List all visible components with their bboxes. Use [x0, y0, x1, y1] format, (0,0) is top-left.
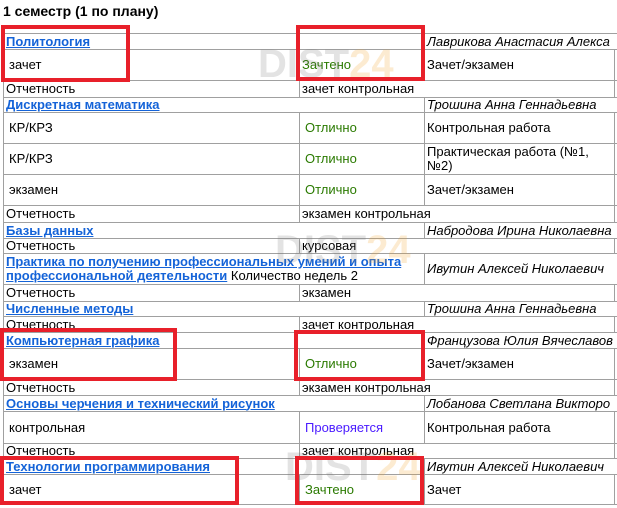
subject-link[interactable]: Политология [6, 33, 91, 49]
grades-table: Политология Лаврикова Анастасия Алекса за… [2, 33, 617, 505]
work-type: зачет [3, 49, 300, 81]
work-type: экзамен [3, 174, 300, 206]
report-row: Отчетность курсовая [3, 238, 617, 254]
report-value: экзамен контрольная [298, 205, 616, 223]
grade: Отлично [298, 174, 426, 206]
grade: Зачтено [298, 49, 426, 81]
work-form: Практическая работа (№1, №2) [424, 143, 616, 175]
grade: Зачтено [298, 474, 426, 505]
weeks-count: Количество недель 2 [230, 268, 359, 283]
report-row: Отчетность зачет контрольная [3, 443, 617, 459]
work-row: зачет Зачтено Зачет/экзамен [3, 49, 617, 81]
grade: Проверяется [298, 411, 426, 444]
report-value: экзамен контрольная [298, 379, 616, 396]
subject-link[interactable]: Компьютерная графика [6, 332, 160, 348]
report-row: Отчетность экзамен [3, 284, 617, 302]
subject-link[interactable]: Технологии программирования [6, 458, 210, 474]
subject-row: Компьютерная графика Французова Юлия Вяче… [2, 332, 617, 349]
work-form: Зачет/экзамен [424, 348, 616, 380]
report-label: Отчетность [3, 443, 300, 459]
subject-row: Основы черчения и технический рисунок Лоб… [2, 395, 617, 412]
semester-title: 1 семестр (1 по плану) [3, 3, 159, 19]
work-type: экзамен [3, 348, 300, 380]
subject-row: Численные методы Трошина Анна Геннадьевна [2, 301, 617, 317]
work-row: зачет Зачтено Зачет [3, 474, 617, 505]
report-row: Отчетность экзамен контрольная [3, 205, 617, 223]
work-row: контрольная Проверяется Контрольная работа [3, 411, 617, 444]
report-label: Отчетность [3, 205, 300, 223]
work-type: КР/КРЗ [3, 143, 300, 175]
subject-row: Политология Лаврикова Анастасия Алекса [2, 33, 617, 50]
subject-row: Технологии программирования Ивутин Алексе… [2, 458, 617, 475]
work-type: контрольная [3, 411, 300, 444]
work-form: Контрольная работа [424, 112, 616, 144]
work-row: экзамен Отлично Зачет/экзамен [3, 174, 617, 206]
report-label: Отчетность [3, 316, 300, 333]
report-label: Отчетность [3, 379, 300, 396]
report-value: зачет контрольная [298, 443, 616, 459]
report-label: Отчетность [3, 80, 300, 98]
report-value: курсовая [298, 238, 616, 254]
work-type: КР/КРЗ [3, 112, 300, 144]
report-row: Отчетность экзамен контрольная [3, 379, 617, 396]
report-value: зачет контрольная [298, 80, 616, 98]
subject-row: Базы данных Набродова Ирина Николаевна [2, 222, 617, 239]
grade: Отлично [298, 143, 426, 175]
grade: Отлично [298, 348, 426, 380]
teacher: Ивутин Алексей Николаевич [424, 458, 617, 475]
teacher: Французова Юлия Вячеславов [424, 332, 617, 349]
subject-row: Практика по получению профессиональных у… [2, 253, 617, 285]
report-row: Отчетность зачет контрольная [3, 316, 617, 333]
work-form: Контрольная работа [424, 411, 616, 444]
report-label: Отчетность [3, 284, 300, 302]
subject-link[interactable]: Численные методы [6, 301, 134, 316]
work-row: экзамен Отлично Зачет/экзамен [3, 348, 617, 380]
report-value: экзамен [298, 284, 616, 302]
subject-link[interactable]: Основы черчения и технический рисунок [6, 395, 275, 411]
report-label: Отчетность [3, 238, 300, 254]
work-type: зачет [3, 474, 300, 505]
work-form: Зачет [424, 474, 616, 505]
report-row: Отчетность зачет контрольная [3, 80, 617, 98]
work-form: Зачет/экзамен [424, 174, 616, 206]
teacher: Ивутин Алексей Николаевич [424, 253, 617, 285]
teacher: Лобанова Светлана Викторо [424, 395, 617, 412]
teacher: Набродова Ирина Николаевна [424, 222, 617, 239]
teacher: Лаврикова Анастасия Алекса [424, 33, 617, 50]
subject-link[interactable]: Базы данных [6, 222, 94, 238]
subject-row: Дискретная математика Трошина Анна Геннад… [2, 97, 617, 113]
subject-link[interactable]: Практика по получению профессиональных у… [6, 254, 402, 283]
work-form: Зачет/экзамен [424, 49, 616, 81]
subject-link[interactable]: Дискретная математика [6, 97, 160, 112]
work-row: КР/КРЗ Отлично Контрольная работа [3, 112, 617, 144]
teacher: Трошина Анна Геннадьевна [424, 97, 617, 113]
teacher: Трошина Анна Геннадьевна [424, 301, 617, 317]
report-value: зачет контрольная [298, 316, 616, 333]
work-row: КР/КРЗ Отлично Практическая работа (№1, №2… [3, 143, 617, 175]
grade: Отлично [298, 112, 426, 144]
